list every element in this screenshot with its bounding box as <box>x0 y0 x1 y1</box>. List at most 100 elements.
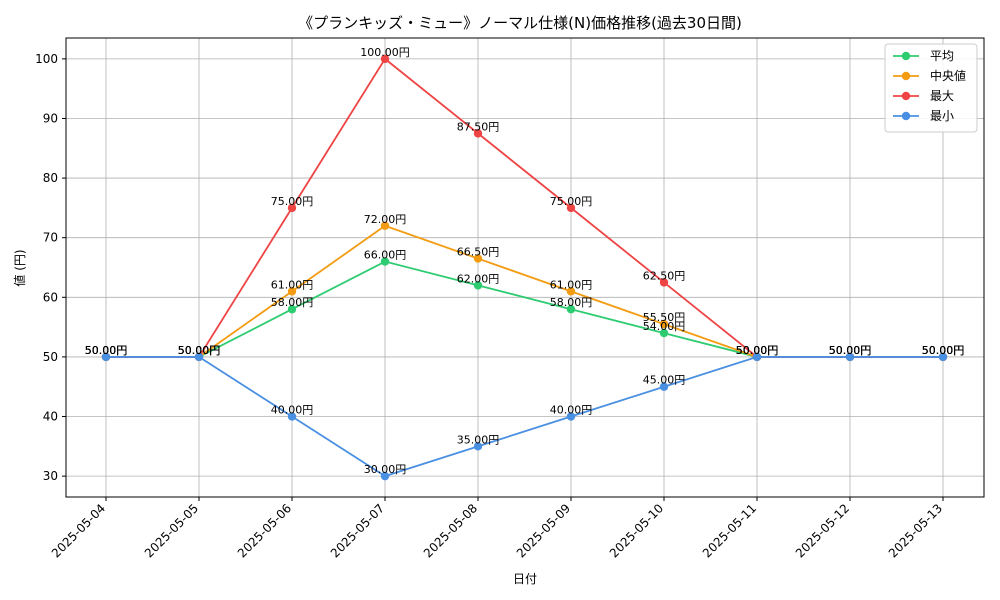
data-point <box>473 442 483 451</box>
series-line <box>106 224 943 358</box>
x-tick-label: 2025-05-09 <box>514 501 573 560</box>
data-point <box>659 319 669 329</box>
data-label: 50.00円 <box>178 344 221 357</box>
data-label: 66.00円 <box>364 249 407 262</box>
data-label: 75.00円 <box>550 195 593 208</box>
data-point <box>287 287 297 296</box>
data-label: 62.50円 <box>643 269 686 282</box>
data-point <box>566 203 576 213</box>
series-line <box>106 356 943 478</box>
data-label: 50.00円 <box>829 344 872 357</box>
data-label: 72.00円 <box>364 213 407 226</box>
x-axis-label: 日付 <box>513 572 537 586</box>
data-point <box>566 287 576 296</box>
data-label: 50.00円 <box>178 344 221 357</box>
data-label: 50.00円 <box>829 344 872 357</box>
data-label: 100.00円 <box>360 46 410 59</box>
data-label: 50.00円 <box>85 344 128 357</box>
legend-marker <box>901 111 911 121</box>
plot-frame <box>65 37 985 498</box>
y-tick-label: 90 <box>43 111 58 125</box>
legend-label: 平均 <box>930 49 954 63</box>
legend-marker <box>901 51 911 61</box>
data-label: 40.00円 <box>550 404 593 417</box>
legend-label: 最小 <box>930 109 954 123</box>
legend-marker <box>901 91 911 101</box>
data-label: 50.00円 <box>85 344 128 357</box>
data-label: 54.00円 <box>643 320 686 333</box>
y-tick-label: 80 <box>43 171 58 185</box>
data-label: 50.00円 <box>922 344 965 357</box>
grid <box>66 38 984 497</box>
data-point <box>380 221 390 230</box>
data-label: 50.00円 <box>829 344 872 357</box>
legend-label: 中央値 <box>930 68 966 83</box>
x-tick-label: 2025-05-10 <box>607 501 666 560</box>
data-point <box>380 471 390 481</box>
series-line <box>106 57 943 358</box>
x-tick-label: 2025-05-13 <box>886 501 945 560</box>
x-tick-label: 2025-05-08 <box>421 501 480 560</box>
data-point <box>659 382 669 391</box>
data-label: 58.00円 <box>271 296 314 309</box>
data-point <box>287 412 297 421</box>
data-label: 50.00円 <box>922 344 965 357</box>
data-point <box>752 352 762 362</box>
data-label: 50.00円 <box>178 344 221 357</box>
data-label: 75.00円 <box>271 195 314 208</box>
y-tick-label: 70 <box>43 231 58 245</box>
data-point <box>566 412 576 421</box>
data-label: 50.00円 <box>922 344 965 357</box>
y-tick-label: 100 <box>35 52 58 66</box>
y-axis-ticks: 30 40 50 60 70 80 90 100 <box>35 52 66 483</box>
data-point <box>380 257 390 266</box>
legend-box <box>884 43 978 133</box>
data-label: 50.00円 <box>736 344 779 357</box>
data-labels: 50.00円 50.00円 58.00円 66.00円 62.00円 58.00円 54.0… <box>85 46 965 476</box>
data-point <box>659 278 669 287</box>
y-tick-label: 50 <box>43 350 58 364</box>
data-label: 50.00円 <box>85 344 128 357</box>
x-tick-label: 2025-05-12 <box>793 501 852 560</box>
data-point <box>473 129 483 138</box>
data-label: 50.00円 <box>736 344 779 357</box>
data-label: 50.00円 <box>178 344 221 357</box>
x-axis-ticks: 2025-05-04 2025-05-05 2025-05-06 2025-05-07… <box>49 497 945 560</box>
chart-title: 《プランキッズ・ミュー》ノーマル仕様(N)価格推移(過去30日間) <box>298 14 742 32</box>
data-label: 50.00円 <box>922 344 965 357</box>
data-point <box>194 352 204 362</box>
data-point <box>380 54 390 64</box>
y-axis-label: 値 (円) <box>12 249 27 286</box>
x-tick-label: 2025-05-11 <box>700 501 759 560</box>
y-tick-label: 30 <box>43 469 58 483</box>
data-label: 45.00円 <box>643 374 686 387</box>
x-tick-label: 2025-05-06 <box>235 501 294 560</box>
data-label: 61.00円 <box>550 278 593 291</box>
legend-label: 最大 <box>930 89 954 103</box>
data-label: 87.50円 <box>457 120 500 133</box>
data-point <box>287 203 297 213</box>
x-tick-label: 2025-05-05 <box>142 501 201 560</box>
y-tick-label: 60 <box>43 290 58 304</box>
data-point <box>101 352 111 362</box>
data-label: 50.00円 <box>736 344 779 357</box>
data-point <box>659 328 669 338</box>
x-tick-label: 2025-05-07 <box>328 501 387 560</box>
x-tick-label: 2025-05-04 <box>49 501 108 560</box>
data-point <box>473 281 483 290</box>
data-label: 55.50円 <box>643 311 686 324</box>
data-label: 58.00円 <box>550 296 593 309</box>
data-label: 30.00円 <box>364 463 407 476</box>
data-label: 50.00円 <box>829 344 872 357</box>
data-point <box>473 254 483 263</box>
series-lines <box>101 54 948 481</box>
legend-marker <box>901 71 911 81</box>
data-point <box>845 352 855 362</box>
data-label: 62.00円 <box>457 272 500 285</box>
data-label: 50.00円 <box>736 344 779 357</box>
data-label: 50.00円 <box>85 344 128 357</box>
y-tick-label: 40 <box>43 410 58 424</box>
data-label: 35.00円 <box>457 433 500 446</box>
